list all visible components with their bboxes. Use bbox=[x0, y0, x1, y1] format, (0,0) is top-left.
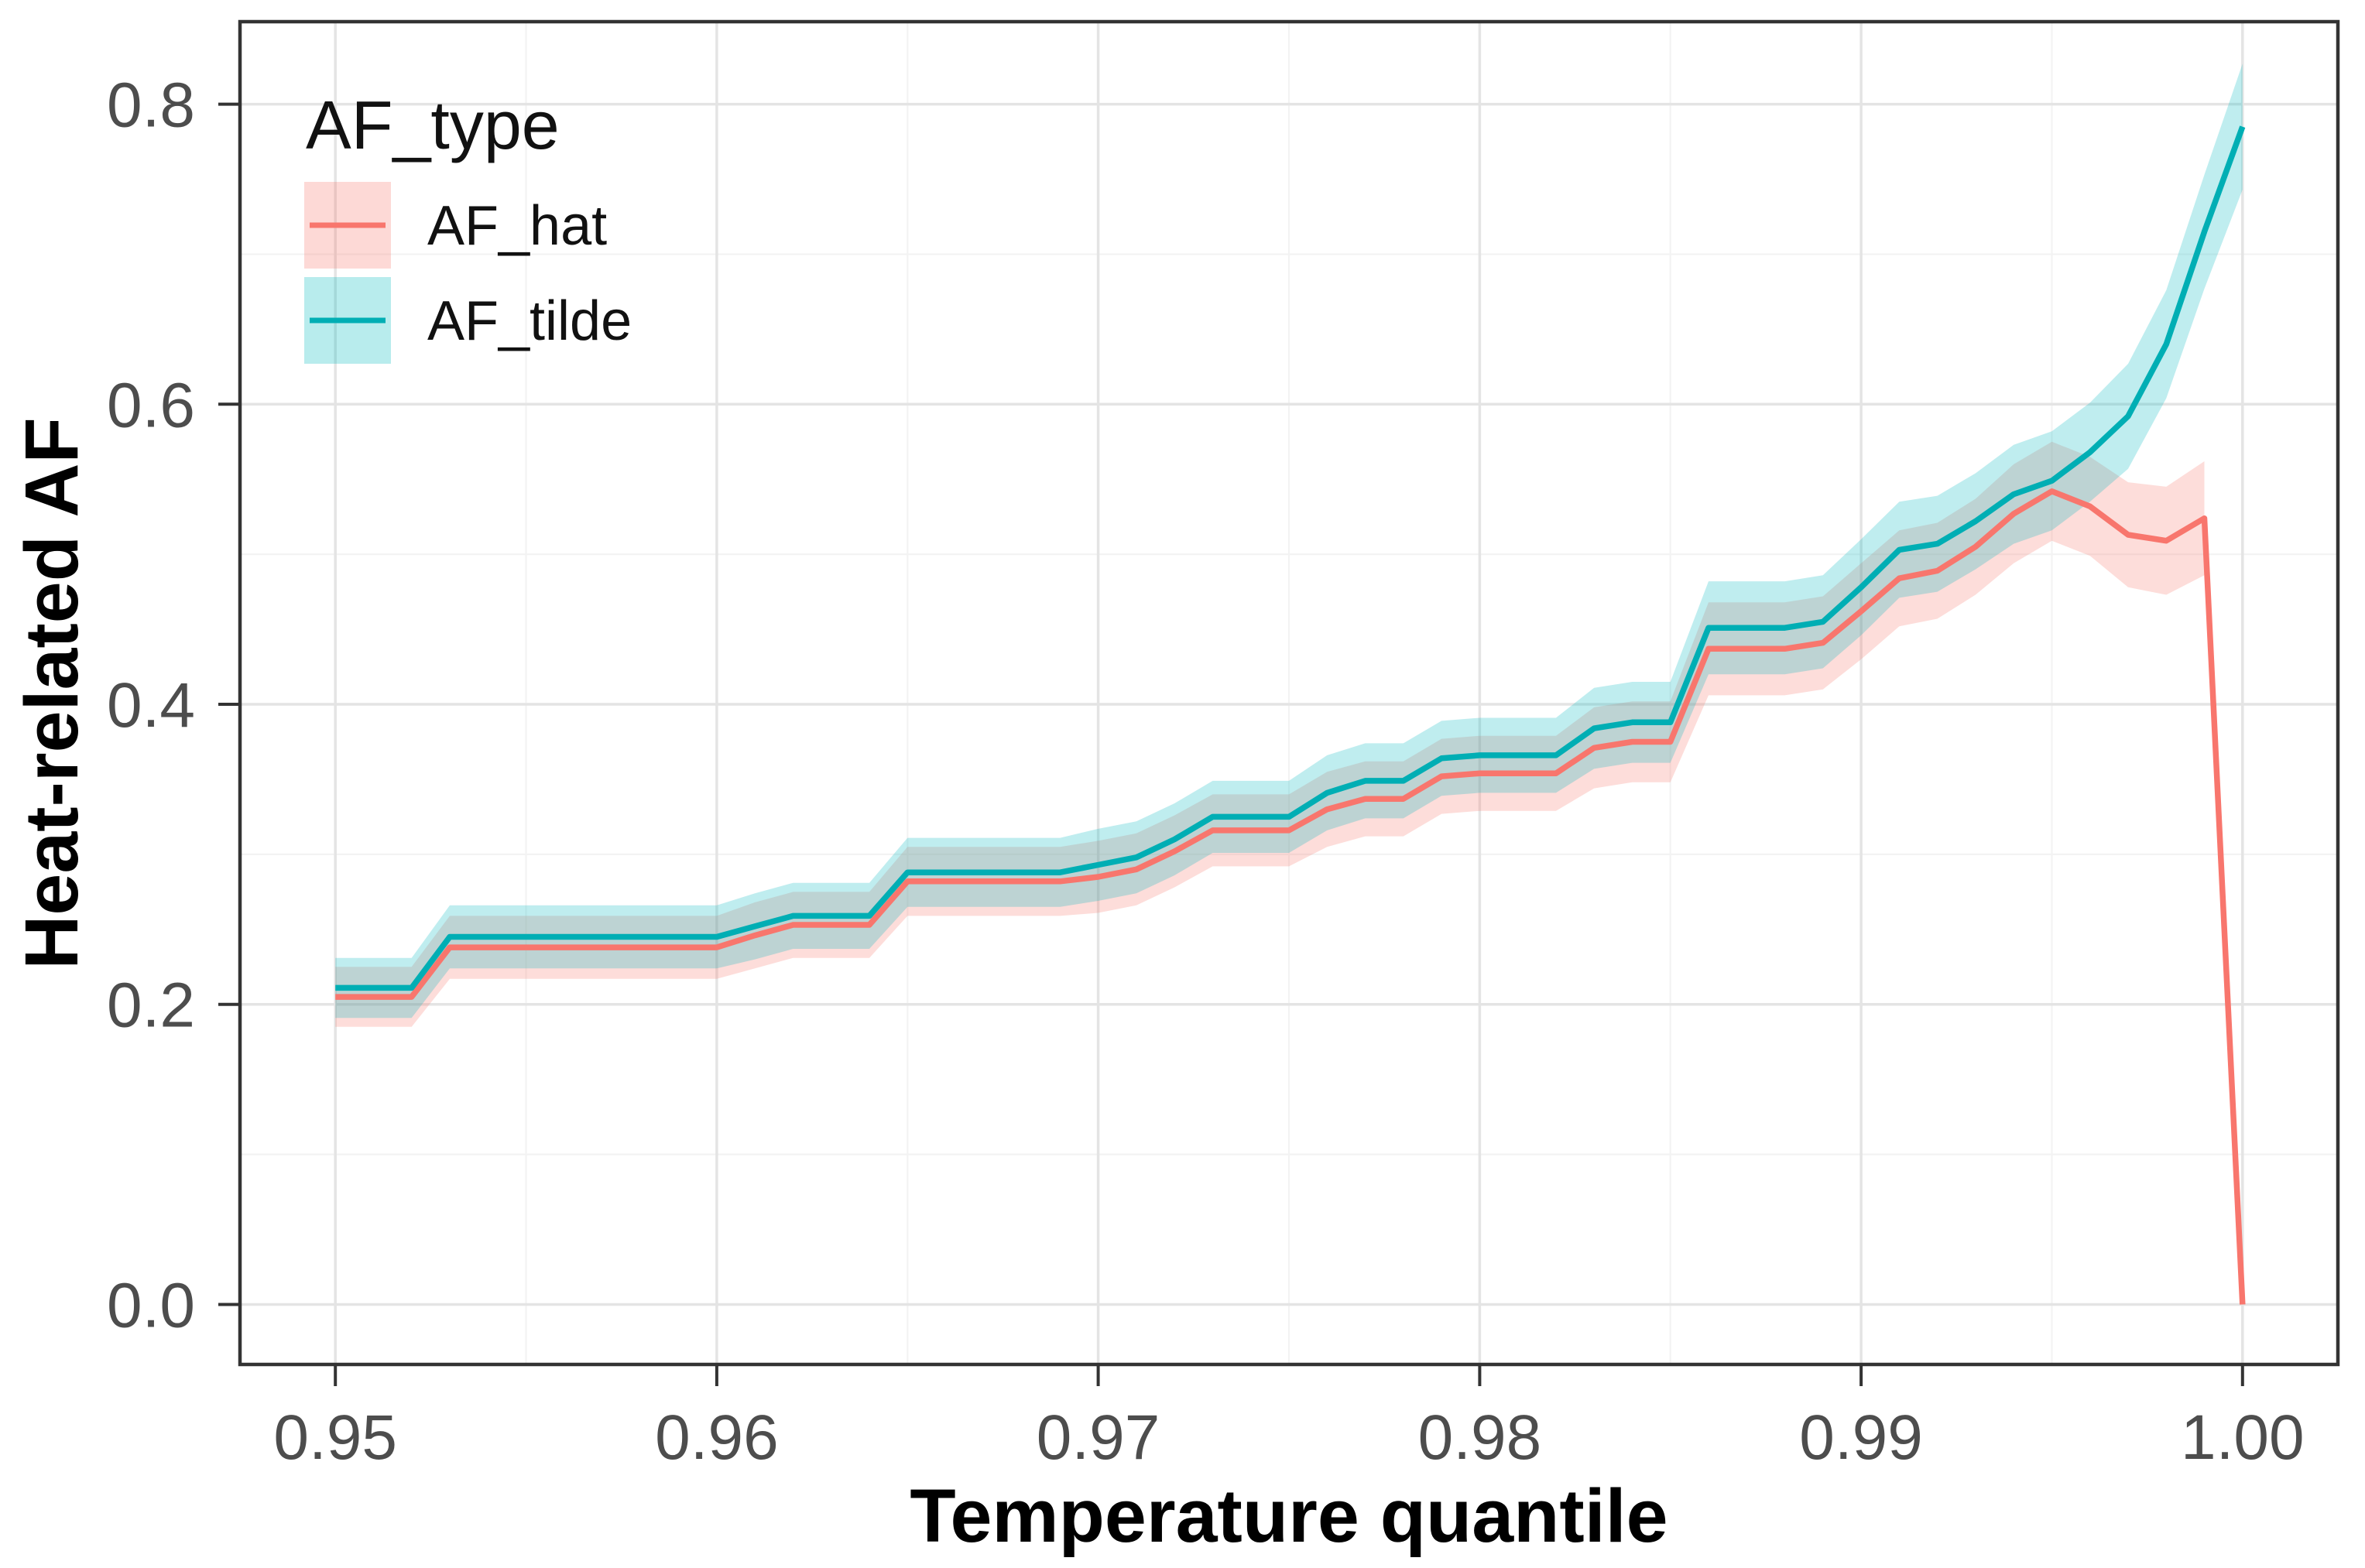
y-tick-label: 0.6 bbox=[107, 370, 195, 440]
axis-tick-labels: 0.95 0.96 0.97 0.98 0.99 1.00 0.0 0.2 0.4 0.6 0.8 bbox=[107, 70, 2305, 1473]
x-axis-title: Temperature quantile bbox=[910, 1474, 1667, 1558]
af-hat-ribbon bbox=[335, 441, 2205, 1027]
panel-border bbox=[238, 19, 2340, 1367]
legend: AF_type AF_hat AF_tilde bbox=[304, 87, 632, 364]
af-tilde-line bbox=[335, 125, 2246, 991]
x-tick-label: 0.95 bbox=[273, 1402, 397, 1473]
af-hat-line bbox=[335, 488, 2246, 1305]
axis-ticks bbox=[218, 102, 2244, 1386]
legend-entry-af-hat: AF_hat bbox=[304, 182, 607, 269]
x-tick-label: 0.96 bbox=[655, 1402, 779, 1473]
x-tick-label: 1.00 bbox=[2181, 1402, 2305, 1473]
y-tick-label: 0.2 bbox=[107, 971, 195, 1041]
legend-entry-af-tilde: AF_tilde bbox=[304, 277, 632, 364]
x-tick-label: 0.99 bbox=[1799, 1402, 1923, 1473]
minor-gridlines bbox=[240, 22, 2338, 1364]
series-lines bbox=[335, 125, 2246, 1305]
y-tick-label: 0.4 bbox=[107, 670, 195, 741]
major-gridlines bbox=[240, 22, 2338, 1364]
y-tick-label: 0.0 bbox=[107, 1271, 195, 1341]
legend-title: AF_type bbox=[306, 87, 560, 163]
x-tick-label: 0.97 bbox=[1037, 1402, 1160, 1473]
y-axis-title: Heat-related AF bbox=[9, 417, 94, 969]
y-tick-label: 0.8 bbox=[107, 70, 195, 141]
x-tick-label: 0.98 bbox=[1418, 1402, 1542, 1473]
legend-label-af-tilde: AF_tilde bbox=[427, 290, 632, 352]
legend-label-af-hat: AF_hat bbox=[427, 195, 607, 257]
